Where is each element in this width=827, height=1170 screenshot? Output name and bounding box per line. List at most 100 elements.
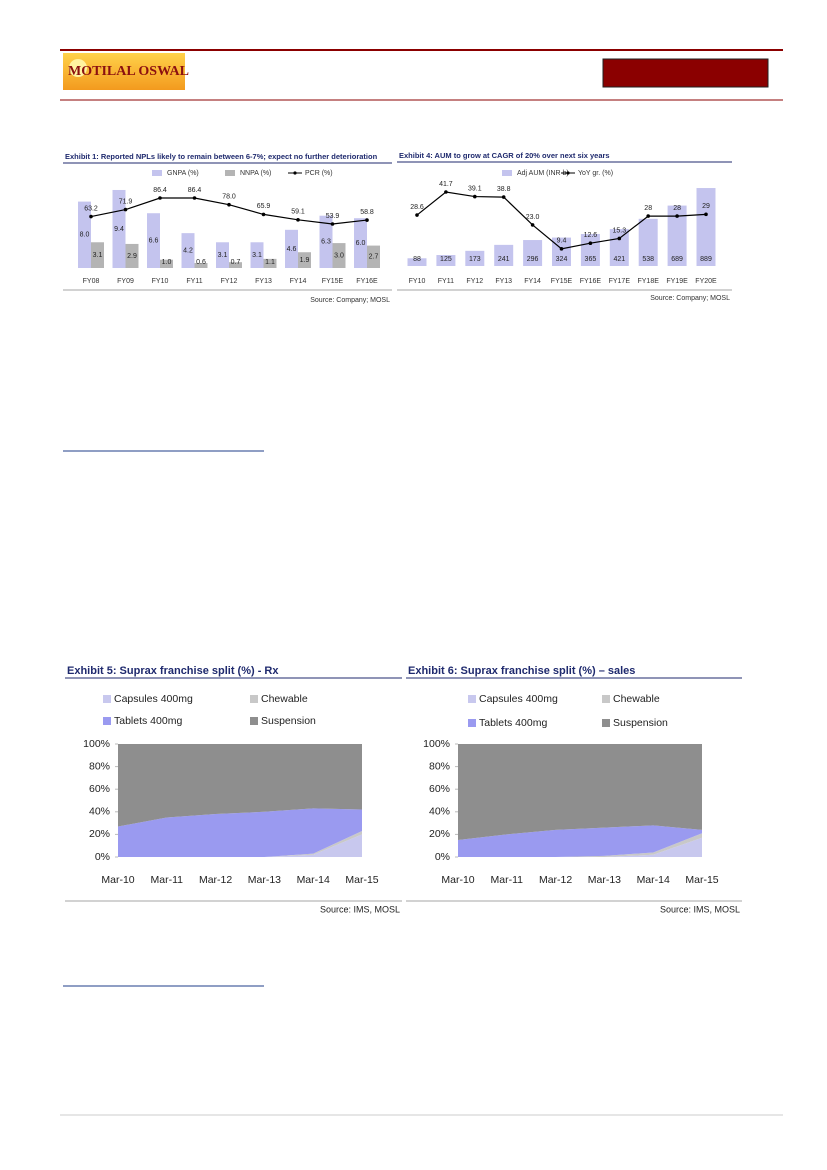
x-tick-label: FY13: [495, 278, 512, 285]
data-label: 0.7: [231, 259, 241, 266]
bar: [609, 229, 629, 266]
data-label: 889: [700, 256, 712, 263]
chart-title: Exhibit 5: Suprax franchise split (%) - …: [67, 665, 279, 677]
area-series: [118, 834, 362, 857]
bar: [332, 243, 346, 268]
x-tick-label: FY12: [466, 278, 483, 285]
logo-text: MOTILAL OSWAL: [68, 64, 189, 79]
x-tick-label: FY11: [438, 278, 454, 285]
bar: [112, 189, 126, 268]
data-label: 65.9: [257, 203, 271, 210]
chart-title: Exhibit 4: AUM to grow at CAGR of 20% ov…: [399, 151, 610, 160]
bar: [285, 229, 298, 268]
x-tick-label: Mar-13: [588, 874, 621, 886]
data-label: 3.0: [334, 252, 344, 259]
data-label: 12.6: [584, 232, 598, 239]
x-tick-label: FY10: [409, 278, 426, 285]
data-label: 28: [644, 205, 652, 212]
data-label: 1.9: [300, 257, 310, 264]
data-label: 1.0: [162, 259, 172, 266]
legend-swatch: [468, 719, 476, 727]
source-note: Source: Company; MOSL: [310, 297, 390, 304]
data-label: 9.4: [557, 238, 567, 245]
data-label: 23.0: [526, 214, 540, 221]
x-tick-label: FY14: [290, 278, 307, 285]
line-point: [617, 236, 622, 241]
line-point: [261, 212, 266, 217]
line-point: [675, 214, 679, 218]
source-note: Source: IMS, MOSL: [320, 904, 400, 914]
legend-label: Chewable: [261, 693, 308, 705]
x-tick-label: Mar-15: [685, 874, 718, 886]
data-label: 86.4: [188, 187, 202, 194]
x-tick-label: Mar-12: [539, 874, 572, 886]
x-tick-label: Mar-11: [151, 874, 184, 886]
x-tick-label: FY10: [152, 278, 169, 285]
line-point: [192, 196, 197, 200]
x-tick-label: FY16E: [580, 278, 602, 285]
source-note: Source: IMS, MOSL: [660, 904, 740, 914]
x-tick-label: FY20E: [695, 278, 717, 285]
line-point: [473, 194, 477, 199]
y-tick-label: 20%: [429, 828, 450, 840]
line-point: [123, 207, 128, 212]
area-series: [458, 837, 702, 857]
legend-swatch: [293, 171, 297, 175]
data-label: 29: [702, 203, 710, 210]
data-label: 2.7: [369, 254, 379, 261]
line-point: [89, 214, 93, 219]
x-tick-label: FY14: [524, 278, 541, 285]
data-label: 538: [642, 256, 654, 263]
bar: [696, 188, 716, 266]
line-point: [330, 222, 335, 226]
bar: [263, 258, 277, 268]
data-label: 2.9: [127, 253, 137, 260]
legend-swatch: [225, 170, 235, 176]
line-point: [646, 214, 650, 218]
legend-swatch: [103, 717, 111, 725]
y-tick-label: 80%: [89, 760, 110, 772]
source-note: Source: Company; MOSL: [650, 295, 730, 302]
y-tick-label: 60%: [429, 783, 450, 795]
line-point: [530, 223, 535, 227]
x-tick-label: Mar-12: [199, 874, 232, 886]
data-label: 0.6: [196, 259, 206, 266]
area-series: [458, 825, 702, 857]
x-tick-label: FY11: [186, 278, 202, 285]
line-point: [588, 241, 593, 246]
x-tick-label: FY17E: [609, 278, 631, 285]
line-point: [415, 213, 419, 217]
line-point: [501, 195, 506, 199]
legend-label: NNPA (%): [240, 170, 271, 177]
data-label: 6.3: [321, 239, 331, 246]
bar: [147, 213, 160, 268]
y-tick-label: 0%: [95, 851, 110, 863]
x-tick-label: FY09: [117, 278, 134, 285]
x-tick-label: Mar-15: [345, 874, 378, 886]
data-label: 3.1: [252, 252, 262, 259]
legend-swatch: [103, 695, 111, 703]
data-label: 173: [469, 256, 481, 263]
data-label: 8.0: [80, 232, 90, 239]
line-point: [296, 218, 300, 222]
bar: [354, 218, 367, 268]
data-label: 1.1: [265, 259, 275, 266]
bar: [523, 240, 543, 266]
chart-title: Exhibit 6: Suprax franchise split (%) – …: [408, 665, 635, 677]
legend-label: GNPA (%): [167, 170, 199, 177]
y-tick-label: 0%: [435, 851, 450, 863]
bar: [436, 255, 456, 266]
bar: [160, 259, 173, 268]
data-label: 71.9: [119, 198, 133, 205]
legend-label: Suspension: [261, 715, 316, 727]
legend-label: Chewable: [613, 693, 660, 705]
legend-swatch: [468, 695, 476, 703]
bar: [667, 205, 687, 266]
data-label: 3.1: [218, 252, 228, 259]
data-label: 15.3: [612, 227, 626, 234]
x-tick-label: FY15E: [322, 278, 344, 285]
x-tick-label: Mar-10: [101, 874, 134, 886]
bar: [407, 258, 427, 266]
